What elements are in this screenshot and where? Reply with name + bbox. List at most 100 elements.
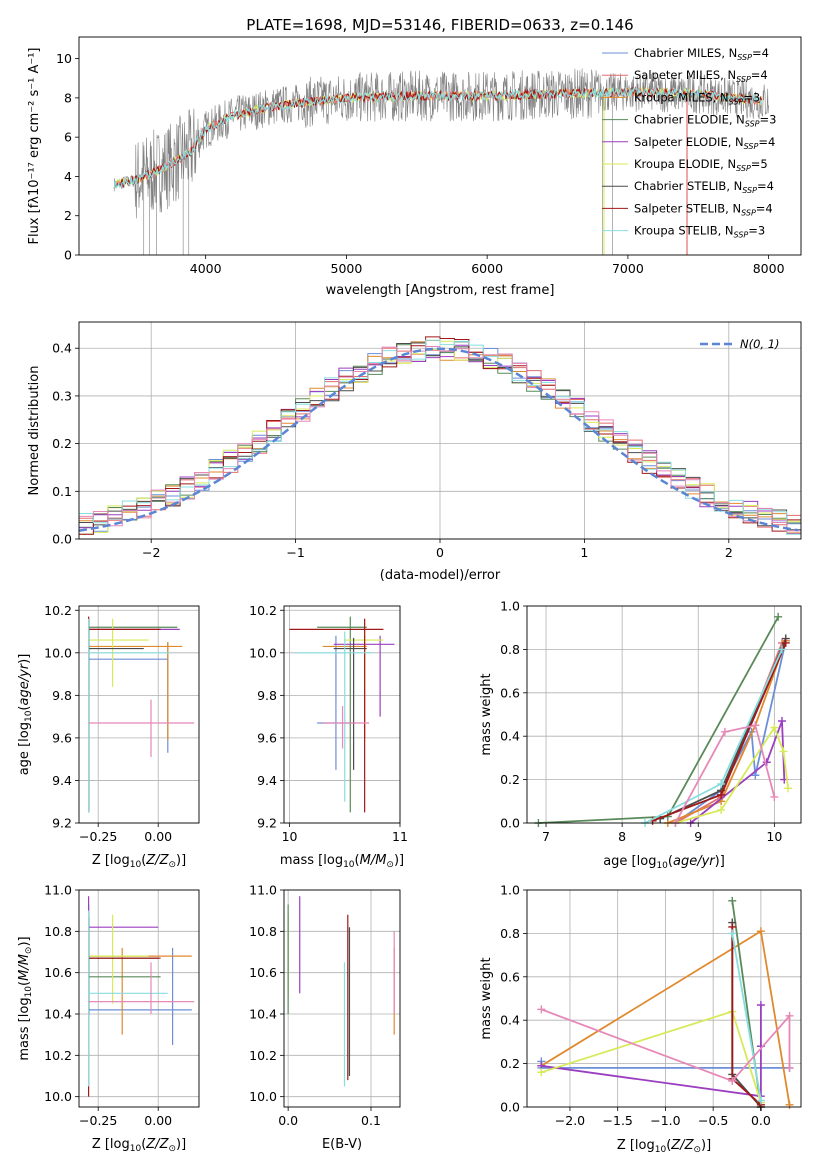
mass-weight-line — [541, 1005, 762, 1098]
errorbar-point — [87, 618, 171, 813]
age-vs-z-axes — [79, 606, 199, 824]
y-tick-label: 0.8 — [500, 926, 520, 941]
mass-weight-line — [667, 640, 787, 824]
errorbar-point — [87, 618, 178, 813]
y-tick-label: 10.0 — [249, 645, 277, 660]
y-tick-label: 9.2 — [52, 816, 72, 831]
errorbar-point — [88, 642, 169, 753]
mass-weight-marker — [784, 784, 793, 793]
errorbar-point — [87, 904, 161, 1014]
mass-weight-marker — [537, 1068, 546, 1077]
mass-weight-line — [541, 1010, 762, 1103]
mass-weight-line — [674, 724, 776, 824]
y-tick-label: 0.1 — [52, 484, 72, 499]
mass-weight-marker — [777, 645, 786, 654]
mass-weight-marker — [717, 790, 726, 799]
x-tick-label: 8000 — [753, 261, 785, 276]
mass-weight-marker — [728, 1076, 737, 1085]
y-tick-label: 0.4 — [500, 1013, 520, 1028]
y-tick-label: 9.6 — [257, 730, 277, 745]
mass-vs-ebv-axes — [284, 889, 400, 1107]
mass-weight-marker — [785, 1011, 794, 1020]
y-tick-label: 9.8 — [52, 688, 72, 703]
x-tick-label: 0.00 — [144, 1113, 172, 1128]
errorbar-point — [87, 916, 161, 1097]
y-tick-label: 10.2 — [249, 603, 277, 618]
mass-weight-line — [540, 1008, 791, 1083]
x-axis-label: Z [log10(Z/Z⊙)] — [92, 1137, 186, 1154]
x-tick-label: 0.0 — [278, 1113, 298, 1128]
mass-vs-ebv-frame — [283, 889, 401, 1108]
y-tick-label: 1.0 — [500, 883, 520, 898]
y-tick-label: 9.4 — [52, 773, 72, 788]
legend-entry: Chabrier MILES, NSSP=4 — [634, 46, 769, 62]
errorbar-point — [295, 631, 373, 802]
y-tick-label: 6 — [64, 130, 72, 145]
y-tick-label: 10.6 — [249, 965, 277, 980]
y-axis-label: Normed distribution — [27, 366, 42, 496]
y-tick-label: 11.0 — [44, 883, 72, 898]
y-tick-label: 8 — [64, 90, 72, 105]
x-tick-label: 0 — [436, 545, 444, 560]
x-tick-label: 10 — [766, 829, 782, 844]
mass-weight-marker — [728, 896, 737, 905]
errorbar-point — [317, 616, 367, 813]
y-tick-label: 0.8 — [500, 642, 520, 657]
y-tick-label: 10.0 — [249, 1089, 277, 1104]
y-tick-label: 0.0 — [52, 532, 72, 547]
errorbar-point — [88, 914, 149, 1004]
x-axis-label: mass [log10(M/M⊙)] — [280, 853, 404, 870]
histogram-series — [79, 344, 801, 535]
y-tick-label: 9.6 — [52, 730, 72, 745]
y-tick-label: 10.8 — [249, 924, 277, 939]
y-axis-label: Flux [fλ10⁻¹⁷ erg cm⁻² s⁻¹ A⁻¹] — [27, 48, 42, 245]
legend-entry: Kroupa STELIB, NSSP=3 — [634, 224, 765, 240]
gaussian-curve — [78, 347, 799, 532]
mass-weight-marker — [751, 771, 760, 780]
legend-entry: Kroupa ELODIE, NSSP=5 — [634, 157, 768, 173]
legend-entry: Kroupa MILES, NSSP=3 — [634, 90, 760, 106]
y-tick-label: 10.0 — [44, 645, 72, 660]
y-axis-label: mass weight — [479, 957, 494, 1039]
mass-weight-line — [731, 933, 762, 1101]
mass-weight-marker — [779, 747, 788, 756]
y-tick-label: 9.2 — [257, 816, 277, 831]
x-tick-label: −1.0 — [650, 1113, 680, 1128]
errorbar-point — [333, 637, 367, 770]
mass-weight-marker — [717, 779, 726, 788]
errorbar-point — [289, 618, 384, 813]
errorbar-point — [88, 947, 192, 1035]
histogram-series — [79, 339, 801, 535]
x-tick-label: −0.5 — [698, 1113, 728, 1128]
errorbar-point — [87, 896, 159, 1014]
y-tick-label: 10.4 — [44, 1007, 72, 1022]
legend-entry: Chabrier ELODIE, NSSP=3 — [634, 113, 776, 129]
mass-weight-marker — [785, 1063, 794, 1072]
mass-weight-marker — [537, 1005, 546, 1014]
x-tick-label: −0.25 — [79, 1113, 117, 1128]
mass-weight-marker — [756, 1001, 765, 1010]
errorbar-point — [88, 642, 183, 741]
x-tick-label: 7000 — [612, 261, 644, 276]
x-axis-label: E(B-V) — [322, 1137, 362, 1152]
x-tick-label: 5000 — [331, 261, 363, 276]
mass-weight-marker — [720, 727, 729, 736]
y-tick-label: 10.6 — [44, 965, 72, 980]
y-tick-label: 0.6 — [500, 685, 520, 700]
y-tick-label: 10 — [56, 51, 72, 66]
y-axis-label: age [log10(age/yr)] — [17, 654, 34, 776]
mass-weight-marker — [756, 927, 765, 936]
mass-weight-vs-age-frame — [526, 605, 802, 824]
y-tick-label: 4 — [64, 169, 72, 184]
legend-entry: Salpeter ELODIE, NSSP=4 — [634, 135, 775, 151]
mass-weight-marker — [728, 929, 737, 938]
x-tick-label: 8 — [618, 829, 626, 844]
mass-weight-marker — [756, 1096, 765, 1105]
spectrum-frame — [78, 36, 802, 256]
mass-weight-line — [675, 725, 789, 824]
x-tick-label: 4000 — [190, 261, 222, 276]
y-tick-label: 9.8 — [257, 688, 277, 703]
x-tick-label: 1 — [580, 545, 588, 560]
y-tick-label: 0.2 — [52, 436, 72, 451]
